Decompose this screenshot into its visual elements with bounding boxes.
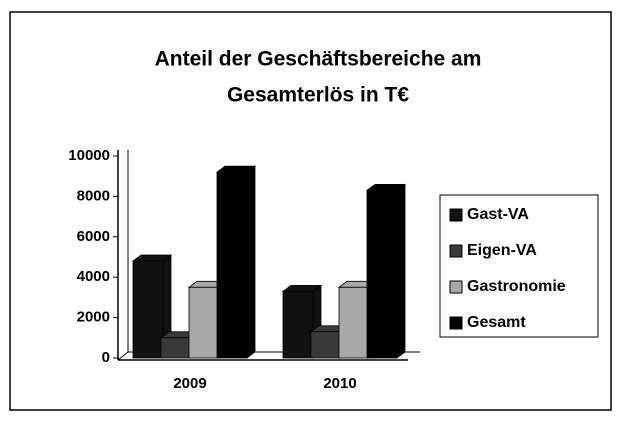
y-tick-label: 4000 <box>77 268 110 285</box>
bar <box>366 189 398 359</box>
legend-label: Gesamt <box>467 314 526 331</box>
bar <box>160 337 192 359</box>
bar-side <box>246 165 256 359</box>
y-tick-label: 10000 <box>68 147 110 164</box>
bar <box>132 260 164 359</box>
y-tick-label: 8000 <box>77 187 110 204</box>
bar <box>188 286 220 359</box>
bar <box>338 286 370 359</box>
bar <box>282 290 314 359</box>
x-tick-label: 2010 <box>323 375 356 392</box>
legend-label: Eigen-VA <box>467 242 537 259</box>
legend-label: Gastronomie <box>467 278 566 295</box>
bar-side <box>396 183 406 359</box>
legend-swatch <box>449 316 463 330</box>
legend-swatch <box>449 244 463 258</box>
bar <box>216 171 248 359</box>
legend-swatch <box>449 280 463 294</box>
legend-label: Gast-VA <box>467 206 529 223</box>
legend-frame <box>439 194 599 338</box>
y-tick-label: 6000 <box>77 228 110 245</box>
y-tick-label: 0 <box>102 349 110 366</box>
y-tick-label: 2000 <box>77 309 110 326</box>
floor-edge <box>117 351 129 361</box>
x-tick-label: 2009 <box>173 375 206 392</box>
chart-subtitle: Gesamterlös in T€ <box>227 84 409 107</box>
bar <box>310 331 342 359</box>
legend-swatch <box>449 208 463 222</box>
chart-title: Anteil der Geschäftsbereiche am <box>155 48 482 71</box>
